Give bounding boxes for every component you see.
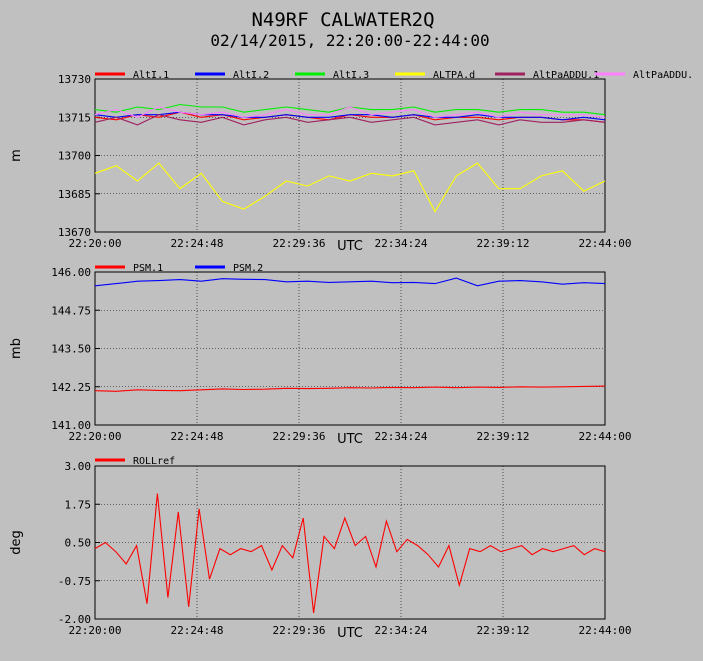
- x-tick-label: 22:24:48: [171, 624, 224, 637]
- chart-subtitle: 02/14/2015, 22:20:00-22:44:00: [210, 31, 489, 50]
- x-tick-label: 22:29:36: [273, 430, 326, 443]
- legend-label: AltI.3: [333, 70, 369, 81]
- y-tick-label: 13685: [58, 188, 91, 201]
- x-axis-label: UTC: [337, 626, 363, 641]
- y-tick-label: 146.00: [51, 266, 91, 279]
- legend-label: AltPaADDU.1: [533, 70, 599, 81]
- series-line-AltPaADDU.: [94, 106, 606, 118]
- legend-label: AltI.2: [233, 70, 269, 81]
- y-tick-label: 3.00: [65, 460, 92, 473]
- legend-label: AltPaADDU.: [633, 70, 693, 81]
- x-tick-label: 22:34:24: [375, 430, 428, 443]
- y-tick-label: 141.00: [51, 419, 91, 432]
- x-tick-label: 22:44:00: [579, 430, 632, 443]
- legend-label: PSM.2: [233, 263, 263, 274]
- x-tick-label: 22:24:48: [171, 237, 224, 250]
- x-axis-label: UTC: [337, 432, 363, 447]
- y-tick-label: 13715: [58, 111, 91, 124]
- x-axis-label: UTC: [337, 239, 363, 254]
- y-axis-label: deg: [9, 530, 24, 555]
- y-tick-label: 144.75: [51, 304, 91, 317]
- series-line-AltPaADDU.1: [94, 114, 606, 126]
- x-tick-label: 22:39:12: [477, 624, 530, 637]
- legend-label: ROLLref: [133, 456, 175, 467]
- y-tick-label: 13730: [58, 73, 91, 86]
- x-tick-label: 22:29:36: [273, 237, 326, 250]
- series-line-PSM.1: [94, 385, 606, 392]
- x-tick-label: 22:34:24: [375, 624, 428, 637]
- x-tick-label: 22:39:12: [477, 430, 530, 443]
- x-tick-label: 22:20:00: [69, 624, 122, 637]
- legend-label: ALTPA.d: [433, 70, 475, 81]
- x-tick-label: 22:44:00: [579, 624, 632, 637]
- x-tick-label: 22:20:00: [69, 237, 122, 250]
- series-line-PSM.2: [94, 277, 606, 287]
- x-tick-label: 22:39:12: [477, 237, 530, 250]
- y-tick-label: -2.00: [58, 613, 91, 626]
- y-tick-label: 142.25: [51, 381, 91, 394]
- y-tick-label: 0.50: [65, 537, 92, 550]
- y-axis-label: m: [9, 149, 24, 162]
- x-tick-label: 22:44:00: [579, 237, 632, 250]
- y-tick-label: -0.75: [58, 575, 91, 588]
- y-tick-label: 1.75: [65, 498, 92, 511]
- x-tick-label: 22:34:24: [375, 237, 428, 250]
- y-axis-label: mb: [9, 338, 24, 359]
- y-tick-label: 143.50: [51, 343, 91, 356]
- chart-title: N49RF CALWATER2Q: [251, 9, 434, 31]
- y-tick-label: 13670: [58, 226, 91, 239]
- series-line-ALTPA.d: [94, 162, 606, 213]
- y-tick-label: 13700: [58, 150, 91, 163]
- x-tick-label: 22:24:48: [171, 430, 224, 443]
- series-line-ROLLref: [94, 493, 606, 613]
- legend-label: PSM.1: [133, 263, 163, 274]
- x-tick-label: 22:29:36: [273, 624, 326, 637]
- legend-label: AltI.1: [133, 70, 169, 81]
- x-tick-label: 22:20:00: [69, 430, 122, 443]
